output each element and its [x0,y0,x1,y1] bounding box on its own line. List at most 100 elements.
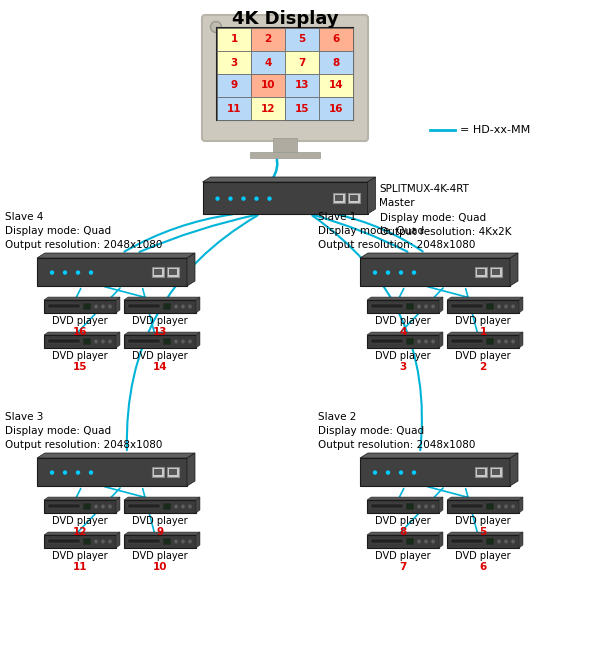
Text: 12: 12 [73,527,87,537]
Text: = HD-xx-MM: = HD-xx-MM [460,125,530,135]
Circle shape [108,505,112,509]
Circle shape [431,340,435,344]
Polygon shape [124,332,200,335]
Circle shape [511,340,515,344]
Text: 5: 5 [479,527,487,537]
Circle shape [417,505,421,509]
Text: 5: 5 [298,35,305,45]
Text: 13: 13 [295,80,309,90]
Bar [477,469,485,475]
Circle shape [504,505,508,509]
Circle shape [50,271,54,275]
Bar [44,500,116,513]
Polygon shape [439,332,443,348]
Text: 3: 3 [400,362,407,372]
Bar [48,304,80,309]
Bar [203,182,367,214]
Circle shape [424,505,428,509]
Polygon shape [37,453,195,458]
Bar [451,339,484,343]
Polygon shape [367,177,376,214]
Circle shape [424,539,428,543]
Circle shape [412,271,416,275]
Bar [451,304,484,309]
Bar [347,193,359,203]
Polygon shape [196,297,200,313]
Text: 8: 8 [332,57,340,68]
Polygon shape [510,253,518,286]
Bar [367,500,439,513]
Polygon shape [447,332,523,335]
Bar [273,138,297,152]
Polygon shape [124,297,200,300]
Text: DVD player: DVD player [132,551,188,561]
Circle shape [412,470,416,475]
Bar [406,303,415,310]
Bar [124,300,196,313]
Bar [154,469,162,475]
Bar [371,304,403,309]
Circle shape [174,340,178,344]
Bar [367,535,439,548]
Bar [169,269,177,275]
Bar [319,74,353,97]
Text: 7: 7 [298,57,305,68]
Circle shape [386,470,390,475]
Bar [475,467,487,477]
Circle shape [94,340,98,344]
Circle shape [386,271,390,275]
Polygon shape [203,177,376,182]
Bar [335,195,343,201]
Text: 4: 4 [265,57,272,68]
Bar [163,537,172,545]
Text: 13: 13 [153,327,167,337]
Bar [451,504,484,509]
Polygon shape [124,532,200,535]
Bar [285,97,319,120]
Circle shape [181,340,185,344]
Circle shape [399,271,403,275]
Bar [83,503,91,510]
Bar [319,51,353,74]
Bar [217,97,251,120]
Polygon shape [116,532,120,548]
Circle shape [94,305,98,309]
Polygon shape [44,297,120,300]
Circle shape [399,470,403,475]
Circle shape [89,470,93,475]
Circle shape [108,305,112,309]
Circle shape [417,305,421,309]
Circle shape [174,505,178,509]
Polygon shape [447,532,523,535]
Polygon shape [519,297,523,313]
Bar [37,458,187,486]
Bar [163,503,172,510]
Circle shape [417,539,421,543]
Text: 6: 6 [479,562,487,572]
Bar [251,28,285,51]
Circle shape [188,539,192,543]
Circle shape [424,305,428,309]
Circle shape [215,196,220,201]
Text: 10: 10 [261,80,275,90]
Circle shape [63,470,67,475]
Bar [447,300,519,313]
Bar [447,335,519,348]
Text: DVD player: DVD player [375,351,431,361]
Circle shape [76,470,80,475]
Bar [251,51,285,74]
Text: 15: 15 [295,104,309,114]
Text: 14: 14 [329,80,343,90]
Circle shape [101,340,105,344]
Polygon shape [116,332,120,348]
Polygon shape [44,332,120,335]
Bar [406,338,415,344]
Circle shape [497,505,501,509]
Bar [217,28,353,120]
Polygon shape [519,332,523,348]
Text: DVD player: DVD player [132,351,188,361]
Text: Slave 1
Display mode: Quad
Output resolution: 2048x1080: Slave 1 Display mode: Quad Output resolu… [318,212,475,250]
Bar [447,500,519,513]
Polygon shape [116,297,120,313]
Bar [487,338,494,344]
